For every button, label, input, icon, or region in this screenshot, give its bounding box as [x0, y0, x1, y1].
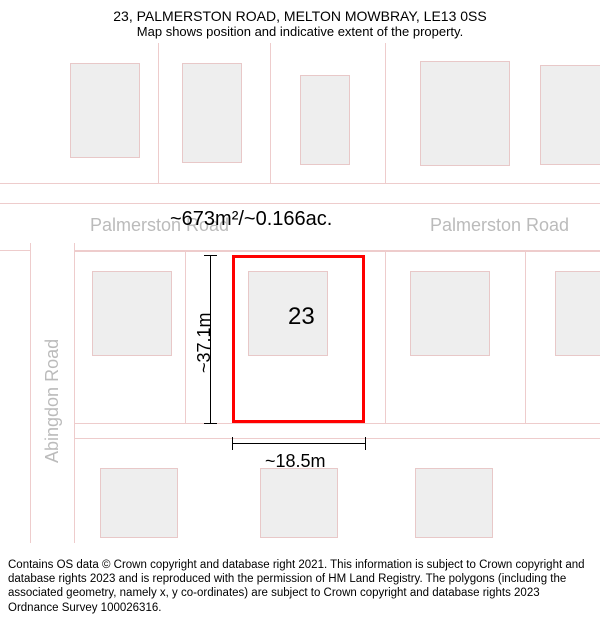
header: 23, PALMERSTON ROAD, MELTON MOWBRAY, LE1… [0, 0, 600, 43]
plot-divider [75, 251, 600, 252]
plot-divider [0, 183, 600, 184]
building [410, 271, 490, 356]
width-measure-label: ~18.5m [265, 451, 326, 472]
map-canvas: Palmerston Road Palmerston Road Abingdon… [0, 43, 600, 523]
copyright-footer: Contains OS data © Crown copyright and d… [0, 552, 600, 625]
page-title: 23, PALMERSTON ROAD, MELTON MOWBRAY, LE1… [10, 8, 590, 24]
plot-divider [75, 438, 600, 439]
area-label: ~673m²/~0.166ac. [170, 208, 332, 231]
plot-divider [270, 43, 271, 183]
building [100, 468, 178, 538]
building [92, 271, 172, 356]
plot-divider [385, 43, 386, 183]
width-measure-tick-left [232, 437, 233, 450]
page-subtitle: Map shows position and indicative extent… [10, 24, 590, 39]
building [540, 65, 600, 165]
building [420, 61, 510, 166]
road-label-palmerston-right: Palmerston Road [430, 215, 569, 236]
plot-divider [75, 423, 600, 424]
road-label-abingdon: Abingdon Road [42, 339, 63, 463]
width-measure-tick-right [365, 437, 366, 450]
building [300, 75, 350, 165]
height-measure-label: ~37.1m [194, 312, 215, 373]
plot-divider [185, 251, 186, 423]
height-measure-tick-top [204, 255, 217, 256]
building [555, 271, 600, 356]
building [415, 468, 493, 538]
building [70, 63, 140, 158]
property-number: 23 [288, 303, 315, 331]
property-highlight [232, 255, 365, 423]
height-measure-tick-bottom [204, 423, 217, 424]
plot-divider [158, 43, 159, 183]
width-measure-line [232, 443, 365, 444]
plot-divider [525, 251, 526, 423]
plot-divider [385, 251, 386, 423]
building [260, 468, 338, 538]
building [182, 63, 242, 163]
